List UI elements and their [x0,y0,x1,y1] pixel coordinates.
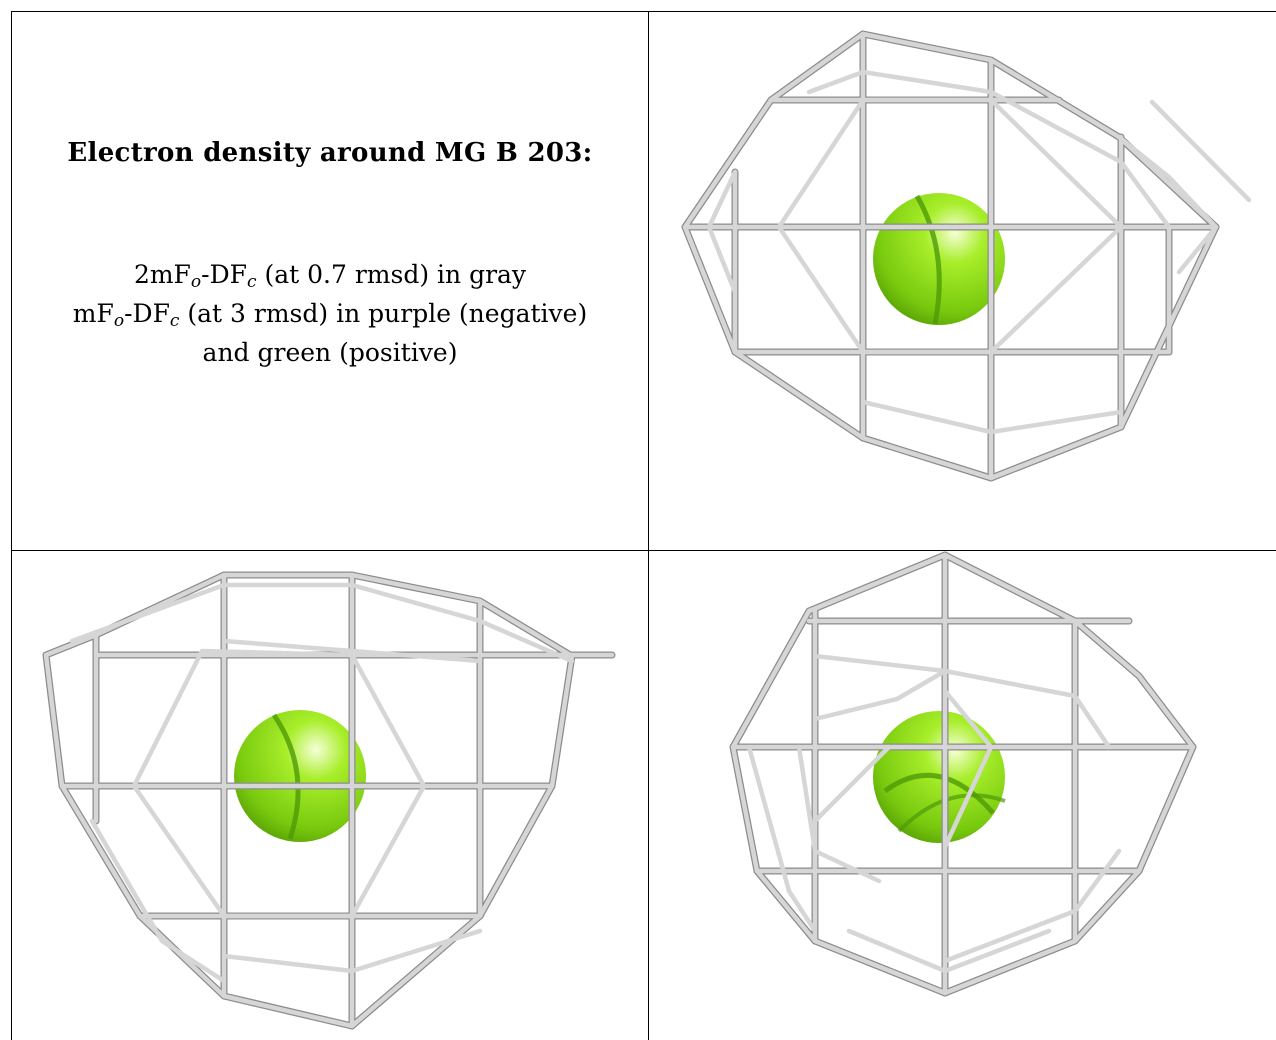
density-mesh-svg [42,571,616,1030]
density-view-top-right [649,12,1276,550]
caption-description: 2mFo-DFc (at 0.7 rmsd) in gray mFo-DFc (… [12,255,648,372]
mg-atom [873,711,1006,843]
caption-line-fo-dfc: mFo-DFc (at 3 rmsd) in purple (negative) [72,299,588,331]
table-row-divider [11,550,1276,551]
mg-atom [234,710,366,842]
density-mesh-svg [729,551,1197,997]
table-border-top [11,11,1276,12]
table-border-left [11,11,12,1040]
caption-cell: Electron density around MG B 203: 2mFo-D… [12,12,648,550]
mesh-gray [42,571,616,1030]
caption-title: Electron density around MG B 203: [67,138,593,168]
mesh-gray [729,551,1197,997]
density-view-bottom-right [649,551,1276,1040]
caption-line-green: and green (positive) [202,338,458,367]
mg-atom [873,193,1005,325]
density-view-bottom-left [12,551,648,1040]
table-column-divider [648,11,649,1040]
caption-line-2fo-dfc: 2mFo-DFc (at 0.7 rmsd) in gray [133,260,527,292]
mesh-gray [681,30,1252,482]
density-mesh-svg [681,30,1252,482]
